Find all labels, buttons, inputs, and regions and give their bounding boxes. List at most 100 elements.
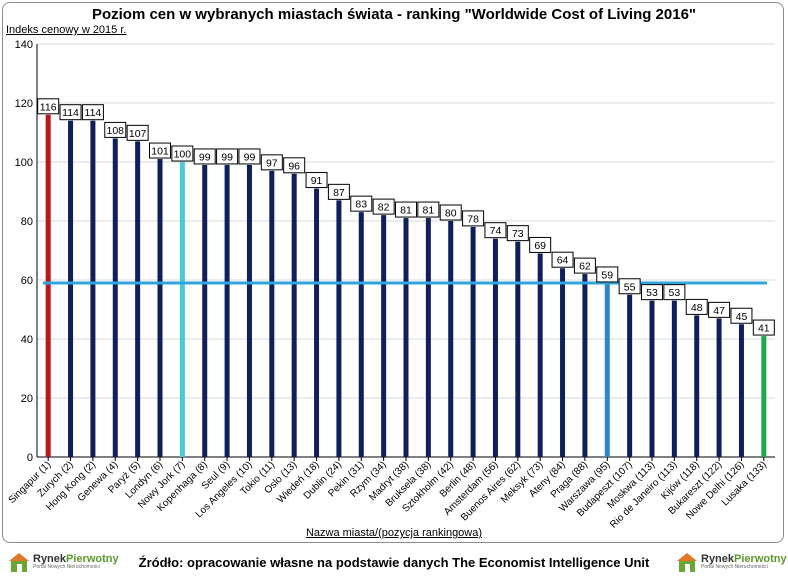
data-label: 47 xyxy=(713,305,725,317)
bar xyxy=(381,215,387,457)
data-label: 41 xyxy=(758,323,770,335)
data-label-box xyxy=(395,201,417,218)
data-label-box xyxy=(149,142,171,159)
data-label-box xyxy=(372,198,395,215)
data-label-box xyxy=(238,148,261,165)
bar xyxy=(269,170,275,457)
house-logo-icon xyxy=(676,551,698,573)
data-label: 83 xyxy=(355,199,367,211)
bar xyxy=(112,138,118,457)
data-label: 78 xyxy=(467,213,479,225)
bar xyxy=(291,173,297,458)
data-label-box xyxy=(439,204,462,221)
bar xyxy=(560,268,566,457)
data-label: 80 xyxy=(445,208,457,220)
data-label: 62 xyxy=(579,261,591,273)
data-label: 101 xyxy=(151,146,169,158)
bar xyxy=(627,294,633,457)
data-label: 45 xyxy=(736,311,748,323)
data-label-box xyxy=(350,195,373,212)
bar xyxy=(179,162,185,457)
data-label: 53 xyxy=(646,287,658,299)
bar xyxy=(738,324,744,457)
bar xyxy=(403,218,409,457)
data-label-box xyxy=(126,124,149,141)
source-note: Źródło: opracowanie własne na podstawie … xyxy=(138,555,650,570)
y-tick-label: 60 xyxy=(21,275,33,287)
bar xyxy=(582,274,588,457)
data-label: 64 xyxy=(557,255,569,267)
y-tick-label: 0 xyxy=(27,452,33,464)
data-label-box xyxy=(506,225,529,242)
data-label: 81 xyxy=(423,205,435,217)
data-label: 96 xyxy=(288,160,300,172)
footer: RynekPierwotny Portal Nowych Nieruchomoś… xyxy=(0,543,788,579)
data-label-box xyxy=(171,145,194,162)
y-axis-label: Indeks cenowy w 2015 r. xyxy=(6,24,127,36)
logo-name-left: RynekPierwotny xyxy=(33,553,119,565)
data-label-box xyxy=(327,183,350,200)
data-label-box xyxy=(663,284,686,301)
data-label-box xyxy=(305,172,328,189)
data-label: 116 xyxy=(40,101,57,113)
data-label: 99 xyxy=(221,151,233,163)
data-label-box xyxy=(462,210,485,227)
data-label-box xyxy=(193,148,216,165)
bar xyxy=(515,241,521,457)
bar xyxy=(314,188,320,458)
bar xyxy=(425,218,431,457)
data-label-box xyxy=(708,301,731,318)
data-label-box xyxy=(59,104,82,121)
bar xyxy=(358,212,364,457)
data-label: 69 xyxy=(534,240,546,252)
bar xyxy=(448,221,454,457)
data-label: 81 xyxy=(400,205,412,217)
bar xyxy=(537,253,543,457)
y-tick-label: 80 xyxy=(21,216,33,228)
bar xyxy=(68,120,74,457)
bar xyxy=(694,315,700,457)
x-axis-label: Nazwa miasta/(pozycja rankingowa) xyxy=(305,527,483,539)
data-label-box xyxy=(484,222,507,239)
data-label: 107 xyxy=(129,128,147,140)
bar xyxy=(671,300,677,457)
data-label: 108 xyxy=(107,125,125,137)
logo-sub-right: Portal Nowych Nieruchomości xyxy=(701,564,768,570)
data-label-box xyxy=(730,307,753,324)
data-label-box xyxy=(596,266,619,283)
data-label-box xyxy=(573,257,596,274)
bar xyxy=(246,164,252,457)
y-tick-label: 100 xyxy=(15,157,33,169)
data-label-box xyxy=(37,98,60,115)
y-tick-label: 120 xyxy=(15,98,33,110)
data-label-box xyxy=(283,157,306,174)
data-label-box xyxy=(81,104,104,121)
data-label: 91 xyxy=(311,175,323,187)
bar xyxy=(336,200,342,457)
data-label: 48 xyxy=(691,302,703,314)
bar xyxy=(470,226,476,457)
bar xyxy=(492,238,498,457)
bar xyxy=(45,114,51,458)
data-label-box xyxy=(618,278,641,295)
data-label: 55 xyxy=(624,281,636,293)
data-label-box xyxy=(104,121,127,138)
bar xyxy=(716,318,722,457)
y-tick-label: 140 xyxy=(15,39,33,51)
data-label-box xyxy=(685,298,708,315)
data-label: 59 xyxy=(601,269,613,281)
bar xyxy=(224,164,230,457)
bar xyxy=(157,159,163,458)
y-tick-label: 20 xyxy=(21,393,33,405)
data-label-box xyxy=(260,154,283,171)
house-logo-icon xyxy=(8,551,30,573)
data-label: 87 xyxy=(333,187,345,199)
data-label-box xyxy=(216,148,239,165)
logo-left: RynekPierwotny Portal Nowych Nieruchomoś… xyxy=(8,551,119,573)
data-label: 100 xyxy=(174,149,192,161)
data-label: 114 xyxy=(85,107,102,119)
data-label: 73 xyxy=(512,228,524,240)
bar xyxy=(761,336,767,457)
data-label: 82 xyxy=(378,202,390,214)
